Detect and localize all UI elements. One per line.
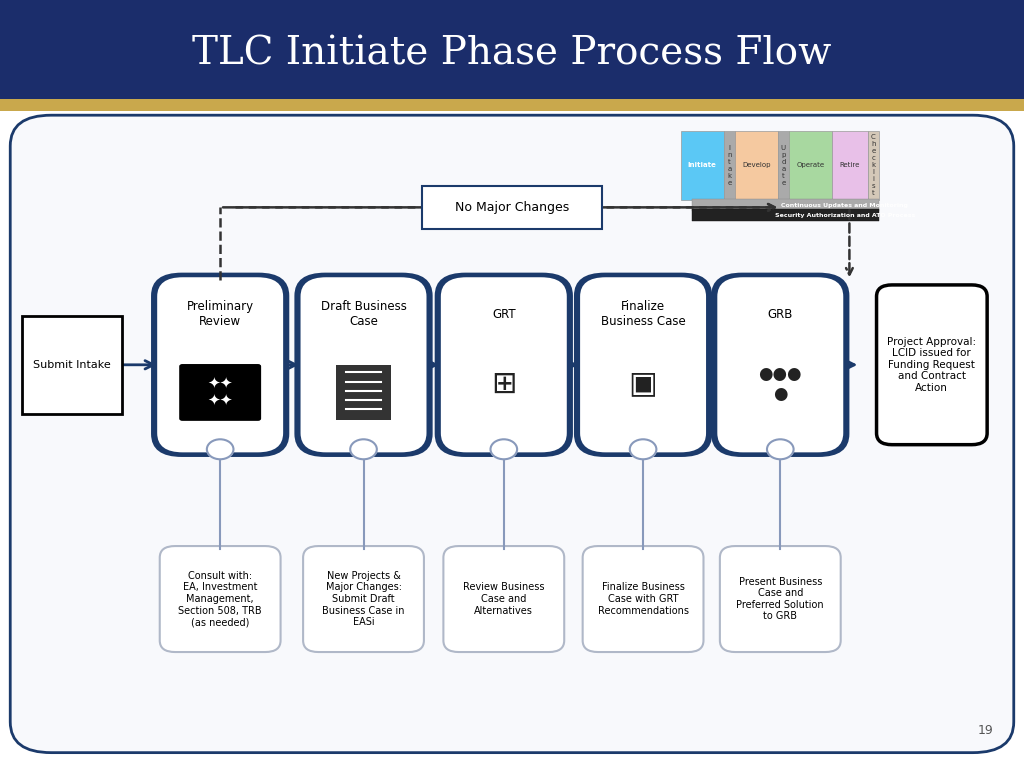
Text: GRT: GRT xyxy=(492,308,516,320)
FancyBboxPatch shape xyxy=(0,0,1024,100)
Text: Finalize
Business Case: Finalize Business Case xyxy=(601,300,685,328)
FancyBboxPatch shape xyxy=(583,546,703,652)
FancyBboxPatch shape xyxy=(336,365,391,420)
Text: Security Authorization and ATO Process: Security Authorization and ATO Process xyxy=(775,214,914,218)
Circle shape xyxy=(490,439,517,459)
Text: Initiate: Initiate xyxy=(688,162,717,168)
Text: Draft Business
Case: Draft Business Case xyxy=(321,300,407,328)
Circle shape xyxy=(630,439,656,459)
Circle shape xyxy=(207,439,233,459)
FancyBboxPatch shape xyxy=(867,131,880,200)
FancyBboxPatch shape xyxy=(692,199,880,211)
FancyBboxPatch shape xyxy=(434,273,573,457)
Circle shape xyxy=(767,439,794,459)
FancyBboxPatch shape xyxy=(573,273,713,457)
FancyBboxPatch shape xyxy=(152,273,289,457)
FancyBboxPatch shape xyxy=(158,277,283,452)
FancyBboxPatch shape xyxy=(303,546,424,652)
Text: U
p
d
a
t
e: U p d a t e xyxy=(780,144,786,186)
Text: Submit Intake: Submit Intake xyxy=(33,359,111,370)
Text: Operate: Operate xyxy=(797,162,824,168)
Text: New Projects &
Major Changes:
Submit Draft
Business Case in
EASi: New Projects & Major Changes: Submit Dra… xyxy=(323,571,404,627)
Text: Project Approval:
LCID issued for
Funding Request
and Contract
Action: Project Approval: LCID issued for Fundin… xyxy=(887,336,977,393)
FancyBboxPatch shape xyxy=(681,131,724,200)
Text: Preliminary
Review: Preliminary Review xyxy=(186,300,254,328)
FancyBboxPatch shape xyxy=(580,277,707,452)
FancyBboxPatch shape xyxy=(877,285,987,445)
FancyBboxPatch shape xyxy=(443,546,564,652)
Text: ▣: ▣ xyxy=(629,369,657,399)
FancyBboxPatch shape xyxy=(422,186,602,229)
Text: Finalize Business
Case with GRT
Recommendations: Finalize Business Case with GRT Recommen… xyxy=(598,582,688,616)
FancyBboxPatch shape xyxy=(831,131,867,200)
Text: No Major Changes: No Major Changes xyxy=(455,201,569,214)
Text: Consult with:
EA, Investment
Management,
Section 508, TRB
(as needed): Consult with: EA, Investment Management,… xyxy=(178,571,262,627)
Text: C
h
e
c
k
l
i
s
t: C h e c k l i s t xyxy=(871,134,876,196)
Text: ⊞: ⊞ xyxy=(492,369,516,399)
Text: GRB: GRB xyxy=(768,308,793,320)
Text: TLC Initiate Phase Process Flow: TLC Initiate Phase Process Flow xyxy=(193,35,831,72)
FancyBboxPatch shape xyxy=(724,131,735,200)
FancyBboxPatch shape xyxy=(717,277,844,452)
Text: 19: 19 xyxy=(978,724,993,737)
Text: Review Business
Case and
Alternatives: Review Business Case and Alternatives xyxy=(463,582,545,616)
FancyBboxPatch shape xyxy=(711,273,850,457)
FancyBboxPatch shape xyxy=(295,273,432,457)
Text: Present Business
Case and
Preferred Solution
to GRB: Present Business Case and Preferred Solu… xyxy=(736,577,824,621)
Text: ●●●
●: ●●● ● xyxy=(759,365,802,403)
FancyBboxPatch shape xyxy=(692,209,880,221)
FancyBboxPatch shape xyxy=(720,546,841,652)
FancyBboxPatch shape xyxy=(735,131,777,200)
Text: ✦✦
✦✦: ✦✦ ✦✦ xyxy=(208,376,232,408)
FancyBboxPatch shape xyxy=(22,316,122,414)
Text: I
n
t
a
k
e: I n t a k e xyxy=(727,144,731,186)
Text: Retire: Retire xyxy=(840,162,860,168)
Text: Continuous Updates and Monitoring: Continuous Updates and Monitoring xyxy=(781,203,908,207)
FancyBboxPatch shape xyxy=(301,277,426,452)
FancyBboxPatch shape xyxy=(0,99,1024,111)
FancyBboxPatch shape xyxy=(790,131,831,200)
FancyBboxPatch shape xyxy=(179,364,261,421)
FancyBboxPatch shape xyxy=(440,277,567,452)
FancyBboxPatch shape xyxy=(10,115,1014,753)
FancyBboxPatch shape xyxy=(160,546,281,652)
Text: Develop: Develop xyxy=(742,162,771,168)
FancyBboxPatch shape xyxy=(777,131,790,200)
Circle shape xyxy=(350,439,377,459)
